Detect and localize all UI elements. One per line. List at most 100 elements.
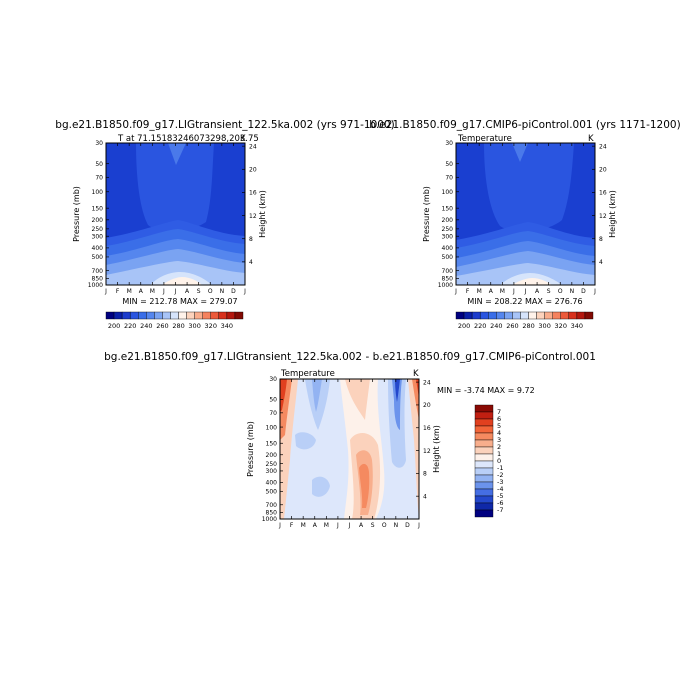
y-tick-label: 850 bbox=[92, 276, 104, 283]
y-tick-label: 50 bbox=[269, 397, 277, 404]
colorbar-swatch bbox=[474, 425, 494, 434]
x-tick-label: N bbox=[394, 522, 399, 529]
y-axis-title: Pressure (mb) bbox=[246, 421, 255, 477]
x-tick-label: N bbox=[220, 288, 225, 295]
x-tick-label: J bbox=[104, 288, 107, 295]
contour-band-neg3 bbox=[392, 379, 402, 430]
y-right-tick-label: 4 bbox=[599, 259, 603, 266]
y-tick-label: 100 bbox=[266, 424, 278, 431]
colorbar-swatch bbox=[474, 495, 494, 504]
colorbar-swatch bbox=[474, 467, 494, 476]
y-tick-label: 250 bbox=[442, 226, 454, 233]
colorbar-swatch bbox=[129, 311, 139, 320]
contour-band-275 bbox=[512, 278, 552, 285]
x-tick-label: A bbox=[313, 522, 318, 529]
colorbar-label: 200 bbox=[108, 322, 120, 330]
colorbar-swatch bbox=[113, 311, 123, 320]
x-tick-label: O bbox=[558, 288, 563, 295]
y-right-tick-label: 20 bbox=[423, 402, 431, 409]
x-tick-label: J bbox=[348, 522, 351, 529]
panel-b-axes: J F M A M J J A S O N D J305070100150200250300400500… bbox=[422, 140, 617, 295]
panel-b-subtitle: Temperature bbox=[457, 134, 512, 144]
colorbar-label: 260 bbox=[506, 322, 518, 330]
colorbar-swatch bbox=[194, 311, 203, 320]
x-tick-label: A bbox=[359, 522, 364, 529]
y-tick-label: 1000 bbox=[262, 516, 277, 523]
x-tick-label: F bbox=[466, 288, 470, 295]
y-tick-label: 500 bbox=[442, 254, 454, 261]
colorbar-label: 300 bbox=[538, 322, 550, 330]
x-tick-label: S bbox=[197, 288, 201, 295]
y-tick-label: 500 bbox=[92, 254, 104, 261]
y-right-tick-label: 24 bbox=[423, 379, 431, 386]
colorbar-swatch bbox=[105, 311, 115, 320]
x-tick-label: J bbox=[162, 288, 165, 295]
y-tick-label: 70 bbox=[95, 175, 103, 182]
colorbar-swatch bbox=[218, 311, 228, 320]
colorbar-label: 280 bbox=[172, 322, 184, 330]
contour-band-230 bbox=[168, 143, 186, 165]
contour-band-pos1-top bbox=[345, 379, 370, 420]
x-tick-label: M bbox=[324, 522, 329, 529]
colorbar-swatch bbox=[154, 311, 163, 320]
y-tick-label: 1000 bbox=[88, 282, 103, 289]
contour-band-275 bbox=[162, 277, 202, 285]
y-tick-label: 200 bbox=[92, 217, 104, 224]
colorbar-swatch bbox=[552, 311, 561, 320]
colorbar-label: 1 bbox=[497, 450, 501, 458]
colorbar-label: -6 bbox=[497, 499, 503, 507]
x-tick-label: J bbox=[512, 288, 515, 295]
y-right-tick-label: 16 bbox=[599, 190, 607, 197]
y-right-tick-label: 16 bbox=[249, 190, 257, 197]
colorbar-swatch bbox=[178, 311, 187, 320]
y-right-tick-label: 12 bbox=[423, 448, 431, 455]
x-tick-label: M bbox=[477, 288, 482, 295]
y-tick-label: 400 bbox=[92, 245, 104, 252]
panel-a-title: bg.e21.B1850.f09_g17.LIGtransient_122.5k… bbox=[55, 119, 394, 131]
y-tick-label: 150 bbox=[92, 205, 104, 212]
y-right-tick-label: 4 bbox=[249, 259, 253, 266]
colorbar-swatch bbox=[474, 404, 494, 413]
panel-a: bg.e21.B1850.f09_g17.LIGtransient_122.5k… bbox=[55, 119, 394, 330]
colorbar-label: -7 bbox=[497, 506, 503, 514]
panel-a-subtitle: T at 71.15183246073298,203.75 bbox=[117, 134, 259, 144]
y-right-tick-label: 20 bbox=[599, 166, 607, 173]
colorbar-swatch bbox=[474, 446, 494, 455]
colorbar-swatch bbox=[576, 311, 586, 320]
panel-c-axes: J F M A M J J A S O N D J305070100150200250300400500… bbox=[246, 376, 441, 529]
colorbar-swatch bbox=[146, 311, 155, 320]
x-tick-label: S bbox=[547, 288, 551, 295]
y-tick-label: 300 bbox=[92, 233, 104, 240]
panel-a-contours bbox=[106, 143, 245, 285]
colorbar-swatch bbox=[474, 418, 494, 427]
y-right-tick-label: 4 bbox=[423, 493, 427, 500]
colorbar-label: 220 bbox=[124, 322, 136, 330]
y-tick-label: 70 bbox=[445, 175, 453, 182]
y-tick-label: 850 bbox=[266, 510, 278, 517]
x-tick-label: J bbox=[593, 288, 596, 295]
colorbar-swatch bbox=[568, 311, 578, 320]
y-tick-label: 150 bbox=[266, 440, 278, 447]
x-tick-label: M bbox=[500, 288, 505, 295]
y-tick-label: 700 bbox=[92, 268, 104, 275]
panel-b-contours bbox=[456, 143, 595, 285]
x-tick-label: A bbox=[535, 288, 540, 295]
y-right-axis-title: Height (km) bbox=[432, 425, 441, 473]
colorbar-swatch bbox=[474, 439, 494, 448]
x-tick-label: D bbox=[581, 288, 586, 295]
y-tick-label: 70 bbox=[269, 410, 277, 417]
y-axis-title: Pressure (mb) bbox=[422, 186, 431, 242]
y-tick-label: 150 bbox=[442, 205, 454, 212]
colorbar-label: 340 bbox=[571, 322, 583, 330]
x-tick-label: J bbox=[278, 522, 281, 529]
y-tick-label: 100 bbox=[442, 189, 454, 196]
panel-c-contours bbox=[280, 379, 419, 519]
colorbar-swatch bbox=[226, 311, 236, 320]
colorbar-swatch bbox=[455, 311, 465, 320]
colorbar-label: 260 bbox=[156, 322, 168, 330]
y-tick-label: 50 bbox=[95, 161, 103, 168]
colorbar-label: 220 bbox=[474, 322, 486, 330]
